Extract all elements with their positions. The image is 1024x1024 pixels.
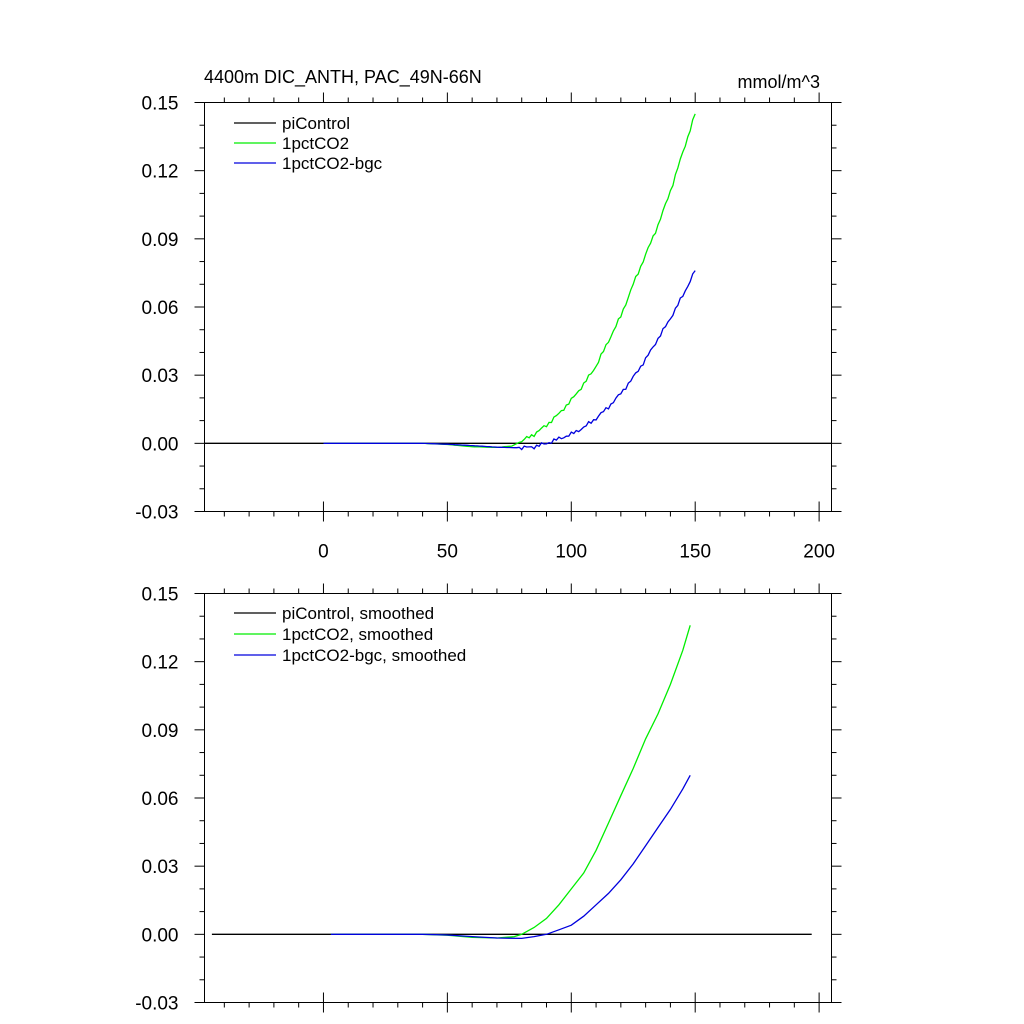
x-tick-label: 100 bbox=[555, 542, 587, 563]
series-lines bbox=[204, 113, 832, 451]
y-tick-label: 0.06 bbox=[142, 789, 179, 810]
legend: piControl 1pctCO2 1pctCO2-bgc bbox=[234, 114, 383, 173]
y-tick-labels: -0.03 0.00 0.03 0.06 0.09 0.12 0.15 bbox=[135, 585, 178, 1015]
top-chart-panel: 4400m DIC_ANTH, PAC_49N-66N mmol/m^3 -0.… bbox=[135, 67, 842, 563]
bottom-chart-panel: -0.03 0.00 0.03 0.06 0.09 0.12 0.15 piControl,… bbox=[135, 583, 842, 1015]
y-tick-label: 0.06 bbox=[142, 298, 179, 319]
legend-label-1pctco2: 1pctCO2 bbox=[282, 134, 349, 153]
y-tick-label: 0.03 bbox=[142, 366, 179, 387]
legend-label-1pctco2-bgc-smoothed: 1pctCO2-bgc, smoothed bbox=[282, 646, 466, 665]
chart-title: 4400m DIC_ANTH, PAC_49N-66N bbox=[204, 67, 482, 88]
y-tick-label: 0.15 bbox=[142, 585, 179, 606]
axis-ticks bbox=[194, 92, 842, 522]
series-line-1pctco2-smoothed bbox=[330, 625, 691, 939]
legend: piControl, smoothed 1pctCO2, smoothed 1p… bbox=[234, 604, 466, 665]
y-tick-label: 0.12 bbox=[142, 162, 179, 183]
plot-frame bbox=[204, 593, 832, 1003]
legend-label-1pctco2-smoothed: 1pctCO2, smoothed bbox=[282, 625, 433, 644]
legend-label-1pctco2-bgc: 1pctCO2-bgc bbox=[282, 154, 383, 173]
x-tick-labels: 0 50 100 150 200 bbox=[318, 542, 835, 563]
series-line-1pctco2-bgc-smoothed bbox=[330, 774, 691, 940]
series-lines bbox=[211, 625, 812, 940]
y-tick-label: -0.03 bbox=[135, 503, 178, 524]
y-tick-label: 0.00 bbox=[142, 925, 179, 946]
plot-frame bbox=[204, 102, 832, 512]
x-tick-label: 50 bbox=[437, 542, 458, 563]
y-tick-label: 0.03 bbox=[142, 857, 179, 878]
axis-ticks bbox=[194, 583, 842, 1013]
units-label: mmol/m^3 bbox=[738, 72, 820, 92]
series-line-1pctco2-bgc bbox=[323, 270, 696, 451]
x-tick-label: 150 bbox=[679, 542, 711, 563]
y-tick-label: 0.15 bbox=[142, 94, 179, 115]
legend-label-picontrol-smoothed: piControl, smoothed bbox=[282, 604, 434, 623]
y-tick-label: 0.09 bbox=[142, 230, 179, 251]
legend-label-picontrol: piControl bbox=[282, 114, 350, 133]
x-tick-label: 0 bbox=[318, 542, 329, 563]
y-tick-label: -0.03 bbox=[135, 994, 178, 1015]
x-tick-label: 200 bbox=[803, 542, 835, 563]
y-tick-label: 0.09 bbox=[142, 721, 179, 742]
y-tick-label: 0.12 bbox=[142, 653, 179, 674]
y-tick-label: 0.00 bbox=[142, 434, 179, 455]
y-tick-labels: -0.03 0.00 0.03 0.06 0.09 0.12 0.15 bbox=[135, 94, 178, 524]
